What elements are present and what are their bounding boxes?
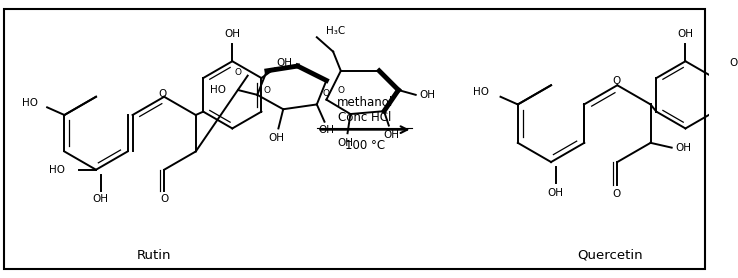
Text: H₃C: H₃C <box>326 26 345 36</box>
Text: O: O <box>160 195 168 205</box>
Text: O: O <box>338 86 345 96</box>
Text: O: O <box>263 86 270 95</box>
Text: Quercetin: Quercetin <box>577 249 643 262</box>
Text: OH: OH <box>548 188 564 198</box>
Text: O: O <box>613 189 621 199</box>
Text: HO: HO <box>21 98 38 108</box>
Text: HO: HO <box>49 165 65 175</box>
Text: OH: OH <box>730 58 738 68</box>
Text: O: O <box>158 89 166 99</box>
Text: O: O <box>235 68 242 77</box>
Text: OH: OH <box>93 195 108 205</box>
Text: HO: HO <box>473 87 489 97</box>
Text: OH: OH <box>384 130 400 140</box>
Text: OH: OH <box>269 133 284 143</box>
Text: HO: HO <box>210 85 226 95</box>
Text: OH: OH <box>337 138 354 148</box>
Text: O: O <box>613 76 621 86</box>
Text: OH: OH <box>318 125 334 135</box>
Text: OH: OH <box>677 29 694 39</box>
Text: OH: OH <box>675 143 692 153</box>
Text: OH: OH <box>419 90 435 100</box>
Text: Rutin: Rutin <box>137 249 171 262</box>
Text: OH: OH <box>277 58 292 68</box>
Text: O: O <box>323 90 330 98</box>
Text: OH: OH <box>224 29 241 39</box>
Text: 100 °C: 100 °C <box>345 140 385 152</box>
Text: methanol: methanol <box>337 96 393 109</box>
Text: Conc HCl: Conc HCl <box>338 111 392 124</box>
